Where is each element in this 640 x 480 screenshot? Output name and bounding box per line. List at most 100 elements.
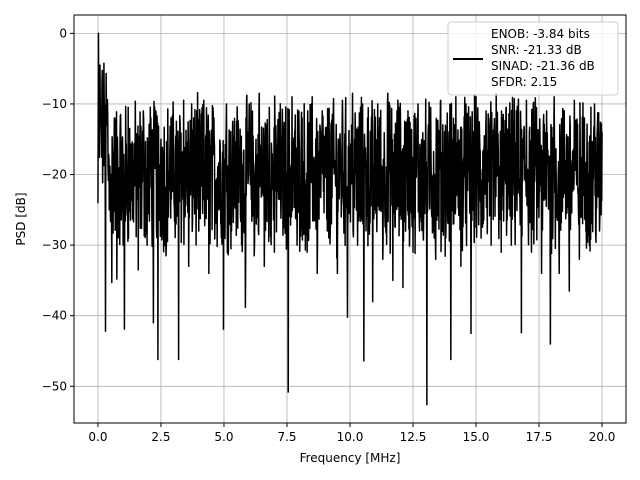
x-tick-label: 5.0 [214,430,233,444]
psd-data-point [222,328,225,330]
psd-data-point [104,330,107,332]
psd-data-point [170,117,172,119]
psd-data-point [225,103,228,105]
psd-data-point [241,244,243,246]
psd-data-point [578,258,580,260]
psd-data-point [470,332,472,334]
y-tick-label: −30 [42,238,67,252]
psd-data-point [291,96,293,98]
psd-data-point [480,237,482,239]
psd-data-point [363,360,365,362]
psd-data-point [465,103,467,105]
psd-data-point [258,92,260,94]
psd-data-point [142,110,144,112]
psd-data-point [331,113,333,116]
psd-data-point [213,117,215,119]
psd-data-point [525,99,528,102]
psd-data-point [137,269,139,271]
psd-series-line [97,32,603,406]
psd-data-point [412,251,414,253]
y-tick-label: −50 [42,379,67,393]
psd-data-point [341,99,344,102]
psd-data-point [244,306,246,308]
psd-data-point [253,255,255,257]
y-axis-ticks: 0 −10 −20 −30 −40 −50 [42,26,74,393]
psd-data-point [208,272,210,274]
psd-data-point [346,316,349,318]
psd-data-point [321,110,323,112]
psd-data-point [435,258,437,260]
psd-data-point [475,96,477,98]
psd-data-point [235,120,238,123]
psd-data-point [402,286,404,289]
psd-data-point [460,265,462,267]
psd-data-point [306,251,308,253]
legend-entry-enob: ENOB: -3.84 bits [491,27,590,41]
psd-data-point [563,110,565,112]
x-tick-label: 2.5 [151,430,170,444]
psd-data-point [546,110,548,112]
psd-data-point [98,89,100,91]
plot-area [97,32,603,406]
psd-data-point [351,92,354,94]
psd-data-point [155,110,157,112]
psd-data-point [417,103,419,105]
psd-data-point [283,223,286,225]
psd-data-point [558,272,560,274]
x-axis-label: Frequency [MHz] [300,451,401,465]
psd-data-point [165,255,167,257]
psd-data-point [490,244,492,246]
psd-data-point [218,209,220,211]
psd-data-point [160,138,162,140]
psd-data-point [99,64,101,66]
psd-data-point [97,32,100,34]
psd-data-point [505,106,507,109]
legend: ENOB: -3.84 bits SNR: -21.33 dB SINAD: -… [447,21,619,96]
psd-data-point [278,117,281,119]
psd-data-point [116,278,118,280]
psd-data-point [157,358,159,361]
psd-data-point [146,244,148,246]
psd-data-point [553,96,555,98]
psd-data-point [198,230,200,232]
psd-data-point [593,103,596,105]
psd-data-point [367,117,369,119]
psd-data-point [407,110,409,112]
x-tick-label: 20.0 [589,430,616,444]
psd-data-point [362,103,364,105]
x-tick-label: 10.0 [337,430,364,444]
psd-data-point [392,279,394,282]
psd-data-point [150,117,152,119]
x-tick-label: 15.0 [463,430,490,444]
psd-data-point [510,244,512,246]
psd-data-point [193,117,195,119]
psd-data-point [426,404,428,406]
psd-data-point [598,230,601,232]
psd-data-point [440,99,442,102]
psd-data-point [230,230,233,232]
psd-data-point [273,251,275,253]
y-axis-label: PSD [dB] [14,192,28,245]
psd-data-point [301,117,303,119]
psd-data-point [356,244,359,246]
psd-data-point [111,281,113,284]
psd-data-point [583,117,586,119]
psd-data-point [97,202,99,204]
psd-data-point [287,391,289,393]
psd-data-point [573,99,575,102]
psd-data-point [268,106,270,109]
legend-frame [447,21,619,96]
psd-data-point [450,358,452,361]
x-tick-label: 17.5 [526,430,553,444]
psd-data-point [515,110,517,112]
psd-data-point [372,300,374,303]
psd-data-point [568,290,570,292]
psd-data-point [601,131,603,133]
psd-data-point [530,251,533,253]
y-tick-label: 0 [59,26,67,40]
y-tick-label: −20 [42,168,67,182]
psd-data-point [485,110,487,112]
legend-entry-sfdr: SFDR: 2.15 [491,75,557,89]
x-tick-label: 0.0 [88,430,107,444]
psd-data-point [122,244,124,246]
